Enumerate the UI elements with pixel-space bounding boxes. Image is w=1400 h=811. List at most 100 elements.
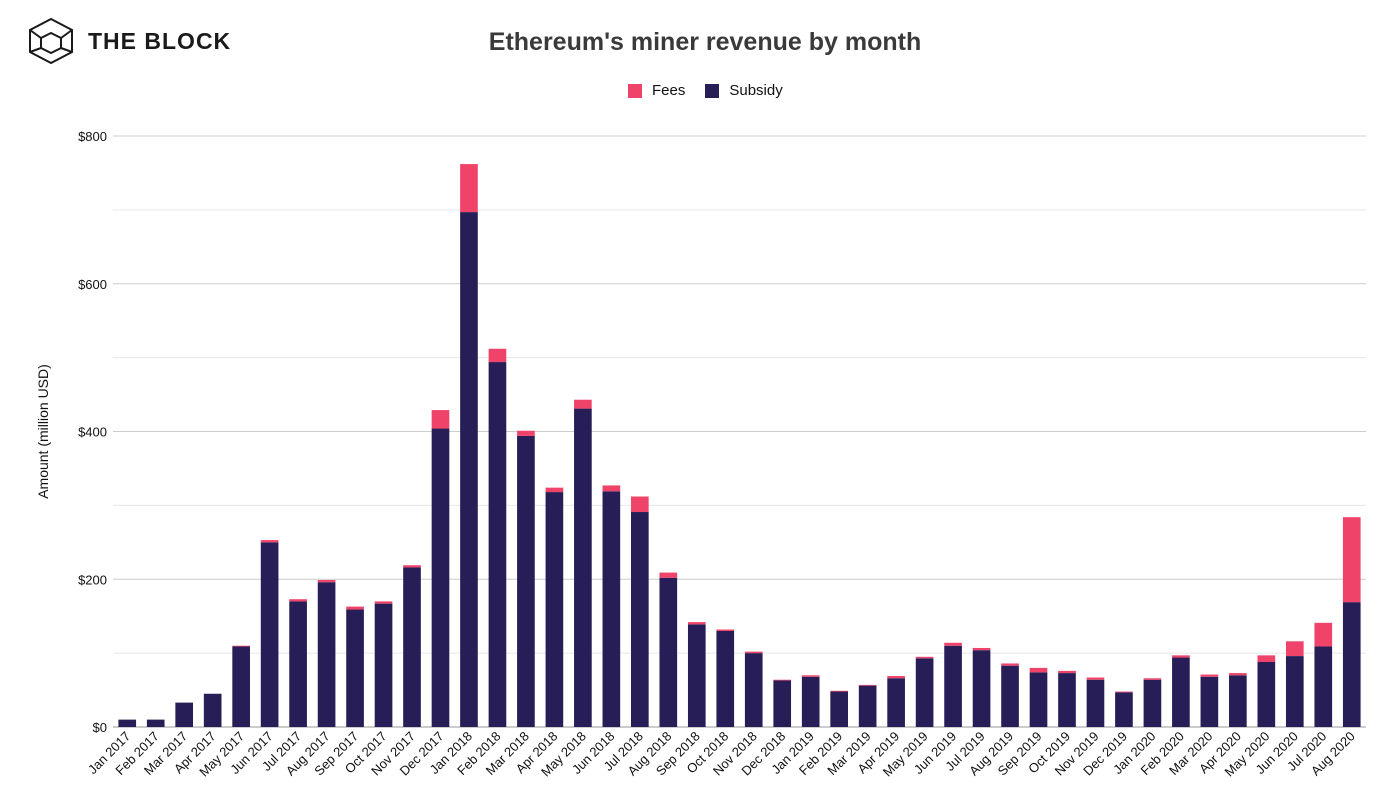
bar-fees (830, 690, 848, 692)
bar-fees (260, 540, 279, 543)
bar-subsidy (1172, 657, 1190, 727)
bar-subsidy (1143, 679, 1162, 727)
bar-fees (631, 496, 649, 513)
bar-fees (289, 599, 307, 602)
bar-subsidy (203, 693, 222, 727)
bar-subsidy (1342, 602, 1361, 727)
bar-fees (858, 684, 877, 686)
chart-title: Ethereum's miner revenue by month (488, 28, 922, 56)
bar-subsidy (944, 645, 962, 727)
bar-subsidy (431, 428, 450, 727)
bar-subsidy (1115, 692, 1133, 727)
bar-fees (773, 679, 792, 681)
legend-label-subsidy: Subsidy (729, 82, 783, 99)
bar-fees (1029, 667, 1048, 673)
bar-fees (317, 579, 336, 583)
legend-label-fees: Fees (652, 82, 686, 99)
bar-fees (403, 565, 421, 568)
bar-subsidy (146, 719, 165, 727)
y-tick-label: $0 (93, 720, 107, 735)
bar-fees (1086, 677, 1105, 680)
bar-fees (1285, 641, 1304, 657)
bar-subsidy (1001, 665, 1019, 727)
bar-subsidy (972, 650, 991, 727)
bar-fees (1342, 517, 1361, 603)
bar-fees (972, 647, 991, 651)
y-tick-label: $600 (78, 277, 107, 292)
bar-fees (1143, 678, 1162, 680)
bar-fees (1200, 674, 1219, 677)
y-tick-label: $400 (78, 425, 107, 440)
bar-subsidy (858, 685, 877, 727)
bar-fees (346, 606, 364, 610)
bar-fees (887, 676, 905, 679)
bar-subsidy (175, 702, 194, 727)
bar-fees (1115, 691, 1133, 693)
bar-subsidy (716, 630, 735, 727)
bar-subsidy (801, 676, 820, 727)
legend-item-subsidy: Subsidy (705, 82, 783, 99)
bar-fees (659, 572, 678, 578)
bar-fees (944, 642, 962, 646)
bar-fees (574, 399, 592, 409)
bar-fees (687, 622, 706, 625)
bar-fees (1172, 655, 1190, 658)
y-tick-label: $200 (78, 572, 107, 587)
bar-subsidy (232, 646, 250, 727)
bar-fees (488, 348, 507, 363)
bar-subsidy (744, 653, 763, 727)
bar-subsidy (1086, 679, 1105, 727)
bar-subsidy (1314, 646, 1333, 727)
bar-subsidy (915, 658, 934, 727)
y-tick-label: $800 (78, 129, 107, 144)
bar-subsidy (317, 582, 336, 727)
bar-fees (602, 485, 621, 492)
bar-subsidy (887, 678, 905, 727)
bar-subsidy (517, 435, 535, 727)
bar-subsidy (118, 719, 137, 727)
cube-logo-icon (29, 17, 73, 65)
bar-subsidy (1285, 656, 1304, 727)
bar-fees (431, 410, 450, 429)
bar-subsidy (574, 408, 592, 727)
bar-subsidy (346, 609, 364, 727)
bar-subsidy (260, 542, 279, 727)
brand-logo: THE BLOCK (26, 16, 231, 66)
bar-subsidy (631, 512, 649, 727)
bar-fees (232, 645, 250, 647)
bar-subsidy (1257, 661, 1276, 727)
bar-subsidy (830, 691, 848, 727)
bar-fees (545, 487, 564, 493)
bar-subsidy (1029, 672, 1048, 727)
bar-subsidy (403, 567, 421, 727)
bar-subsidy (374, 603, 393, 727)
bar-subsidy (289, 601, 307, 727)
bar-fees (1314, 622, 1333, 647)
bar-subsidy (773, 680, 792, 727)
bar-fees (1257, 655, 1276, 662)
bar-fees (1229, 673, 1247, 676)
bar-fees (801, 675, 820, 677)
bar-fees (1001, 663, 1019, 666)
bar-subsidy (1229, 675, 1247, 727)
legend-item-fees: Fees (628, 82, 685, 99)
bar-subsidy (488, 362, 507, 727)
bar-fees (744, 651, 763, 654)
bar-subsidy (1058, 673, 1076, 727)
chart-legend: Fees Subsidy (628, 82, 795, 99)
bar-subsidy (659, 577, 678, 727)
legend-swatch-subsidy (705, 83, 720, 98)
legend-swatch-fees (628, 83, 642, 98)
bar-subsidy (1200, 676, 1219, 727)
bar-fees (1058, 670, 1076, 674)
bar-fees (517, 430, 535, 436)
bar-subsidy (602, 491, 621, 727)
y-axis-label: Amount (million USD) (35, 364, 51, 499)
bar-fees (716, 629, 735, 631)
bar-subsidy (460, 212, 478, 727)
bar-fees (374, 601, 393, 604)
bar-subsidy (545, 492, 564, 727)
bar-subsidy (687, 624, 706, 727)
bar-fees (460, 164, 478, 213)
